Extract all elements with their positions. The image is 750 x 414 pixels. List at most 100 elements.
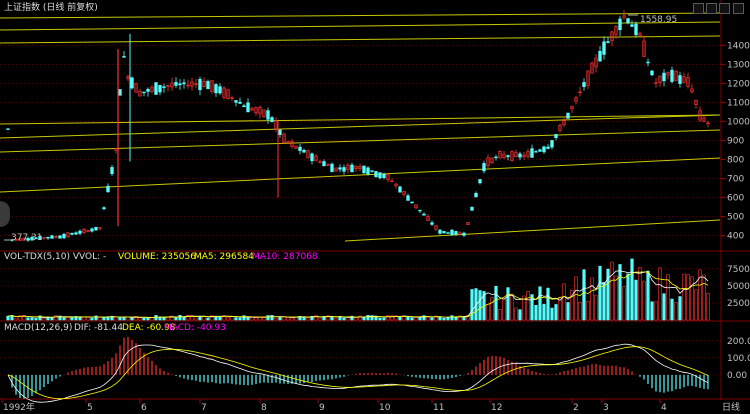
volume-bar [242, 315, 246, 321]
volume-bar [494, 285, 498, 321]
volume-bar [374, 316, 378, 321]
volume-bar [566, 302, 570, 321]
price-candles[interactable] [4, 10, 710, 242]
candle [538, 149, 542, 152]
candle [90, 228, 94, 232]
candle [170, 82, 174, 88]
volume-bar [186, 314, 190, 321]
candle [266, 110, 270, 120]
minus-icon[interactable] [693, 3, 704, 14]
volume-bar [258, 316, 262, 321]
time-tick-label: 10 [379, 403, 391, 413]
volume-bar [298, 315, 302, 321]
candle [174, 82, 178, 86]
plus-icon[interactable] [706, 3, 717, 14]
candle [242, 105, 246, 108]
time-tick-label: 11 [433, 403, 444, 413]
candle [270, 117, 274, 122]
candle [138, 90, 142, 97]
volume-bar [190, 315, 194, 321]
price-tick-label: 600 [727, 194, 744, 204]
candle [274, 120, 278, 130]
volume-bar [514, 307, 518, 321]
volume-bar [94, 315, 98, 321]
price-tick-label: 400 [727, 232, 744, 242]
time-axis: 1992年 5 6 7 8 9 10 11 12 2 3 4 [1, 399, 667, 413]
close-icon[interactable] [733, 3, 744, 14]
price-axis: 1400 1300 1200 1100 1000 900 800 700 600 500 400 [721, 41, 750, 242]
candle [642, 40, 646, 57]
candle [610, 31, 614, 42]
volume-bar [562, 283, 566, 321]
candle [130, 77, 134, 89]
candle [222, 87, 226, 98]
candle [566, 112, 570, 119]
volume-bar [326, 315, 330, 321]
candle [614, 26, 618, 35]
candle [586, 70, 590, 86]
candle [162, 86, 166, 88]
volume-bar [62, 317, 66, 321]
candle [74, 232, 78, 235]
volume-bar [174, 317, 178, 321]
candle [238, 101, 242, 104]
candle [198, 79, 202, 91]
candle [350, 164, 354, 173]
window-icon[interactable] [719, 3, 730, 14]
candle [450, 229, 454, 236]
volume-bar [666, 274, 670, 321]
volume-bar [638, 266, 642, 321]
trend-line [0, 114, 721, 125]
trend-line [0, 21, 721, 31]
candle [502, 153, 506, 158]
candle [682, 76, 686, 83]
candle [182, 82, 186, 85]
macd-dif-label: DIF: -81.44 [74, 323, 123, 333]
candle [126, 76, 130, 79]
candle [94, 226, 98, 231]
candle [414, 204, 418, 209]
price-tick-label: 800 [727, 156, 744, 166]
price-tick-label: 1200 [727, 79, 750, 89]
volume-bar [478, 290, 482, 321]
volume-bar [526, 291, 530, 321]
candle [666, 72, 670, 76]
volume-bar [646, 270, 650, 321]
macd-tick-label: 0.00 [727, 371, 747, 381]
candle [278, 129, 282, 135]
candle [210, 80, 214, 92]
collapse-panel-arrow[interactable] [0, 201, 10, 227]
volume-bar [342, 317, 346, 321]
candle [390, 180, 394, 183]
candle [98, 227, 102, 229]
candle [106, 185, 110, 193]
volume-bar [102, 317, 106, 321]
volume-bar [582, 269, 586, 321]
candle [178, 83, 182, 86]
time-tick-label: 9 [319, 403, 325, 413]
candle [290, 141, 294, 147]
candle [230, 97, 234, 99]
candle [662, 72, 666, 82]
candle [122, 56, 126, 58]
candle [62, 233, 66, 239]
candle [234, 100, 238, 103]
candle [142, 91, 146, 94]
volume-bar [706, 292, 710, 321]
period-label[interactable]: 日线 [722, 401, 740, 413]
volume-bar [394, 315, 398, 321]
candle [258, 106, 262, 115]
candle [558, 125, 562, 131]
candle [606, 41, 610, 43]
candle [58, 235, 62, 239]
candle [338, 167, 342, 170]
volume-bar [438, 316, 442, 321]
candle [378, 172, 382, 179]
volume-bar [546, 287, 550, 321]
candle [262, 109, 266, 117]
candle [406, 195, 410, 201]
candle [494, 156, 498, 159]
volume-bar [698, 269, 702, 321]
volume-bar [346, 317, 350, 321]
